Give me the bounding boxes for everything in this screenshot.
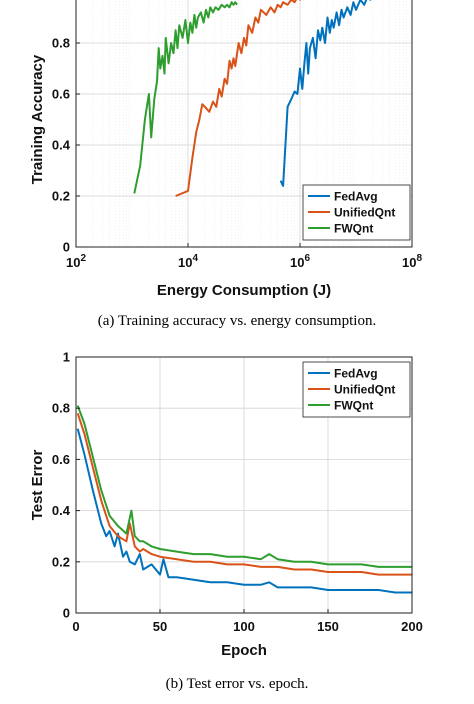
- x-axis-label: Energy Consumption (J): [157, 282, 331, 299]
- x-tick-label: 50: [153, 619, 167, 634]
- legend-box: [302, 184, 411, 241]
- legend-label-fedavg: FedAvg: [334, 190, 378, 204]
- legend-label-fedavg: FedAvg: [334, 367, 378, 381]
- y-tick-label: 0.8: [52, 401, 70, 416]
- legend: FedAvg UnifiedQnt FWQnt: [302, 184, 411, 241]
- series-line-unifiedqnt: [175, 0, 302, 197]
- y-tick-label: 0: [63, 606, 70, 621]
- legend-label-unifiedqnt: UnifiedQnt: [334, 206, 395, 220]
- series-line-unifiedqnt: [76, 412, 412, 576]
- series-line-fwqnt: [133, 1, 238, 194]
- chart-test-error: 0 50 100 150 200 0 0.2 0.4 0.6 0.8 1 Epoch Test Erro…: [29, 350, 423, 660]
- y-tick-label: 0: [63, 240, 70, 255]
- y-axis-label: Training Accuracy: [29, 54, 46, 184]
- series-line-fedavg: [279, 0, 372, 187]
- x-tick-label: 100: [233, 619, 255, 634]
- series-line-fwqnt: [76, 405, 412, 568]
- y-tick-label: 0.6: [52, 452, 70, 467]
- x-tick-label: 200: [401, 619, 423, 634]
- x-axis-label: Epoch: [221, 642, 267, 659]
- legend-label-unifiedqnt: UnifiedQnt: [334, 383, 395, 397]
- x-tick-label: 106: [290, 253, 310, 270]
- x-tick-label: 108: [402, 253, 422, 270]
- x-tick-label: 150: [317, 619, 339, 634]
- y-tick-label: 0.6: [52, 87, 70, 102]
- x-tick-label: 104: [178, 253, 198, 270]
- legend-label-fwqnt: FWQnt: [334, 399, 373, 413]
- y-axis-label: Test Error: [29, 450, 46, 521]
- y-tick-label: 0.2: [52, 189, 70, 204]
- x-tick-label: 0: [72, 619, 79, 634]
- caption-b: (b) Test error vs. epoch.: [166, 676, 309, 692]
- series-line-fedavg: [76, 428, 412, 594]
- legend: FedAvg UnifiedQnt FWQnt: [302, 361, 411, 418]
- y-tick-label: 0.4: [52, 138, 71, 153]
- legend-label-fwqnt: FWQnt: [334, 222, 373, 236]
- x-tick-label: 102: [66, 253, 86, 270]
- y-tick-label: 0.4: [52, 503, 71, 518]
- y-tick-label: 0.8: [52, 36, 70, 51]
- y-tick-label: 1: [63, 350, 70, 365]
- y-tick-label: 0.2: [52, 554, 70, 569]
- axes-box: [75, 0, 413, 248]
- caption-a: (a) Training accuracy vs. energy consump…: [98, 313, 376, 329]
